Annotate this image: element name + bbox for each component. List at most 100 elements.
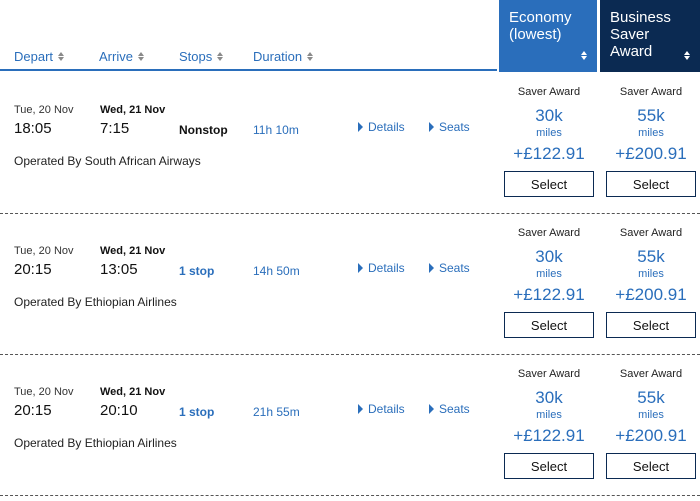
price-value: +£122.91: [513, 285, 585, 304]
depart-time: 20:15: [14, 261, 52, 278]
arrive-date: Wed, 21 Nov: [100, 104, 166, 116]
seats-label: Seats: [439, 402, 470, 416]
duration-value[interactable]: 14h 50m: [253, 264, 300, 278]
arrive-date: Wed, 21 Nov: [100, 386, 166, 398]
economy-fare-cell: Saver Award 30k miles +£122.91 Select: [499, 355, 599, 496]
operated-by: Operated By Ethiopian Airlines: [14, 436, 177, 450]
header-divider: [0, 69, 497, 71]
details-label: Details: [368, 402, 405, 416]
economy-fare-cell: Saver Award 30k miles +£122.91 Select: [499, 73, 599, 214]
miles-value: 30k: [535, 106, 563, 125]
miles-label: miles: [638, 268, 664, 280]
price-value: +£200.91: [615, 285, 687, 304]
select-business-button[interactable]: Select: [606, 171, 696, 197]
arrive-label: Arrive: [99, 49, 133, 64]
triangle-right-icon: [429, 404, 434, 414]
flight-row: Tue, 20 Nov 18:05 Wed, 21 Nov 7:15 Nonst…: [0, 73, 700, 214]
triangle-right-icon: [358, 122, 363, 132]
price-value: +£122.91: [513, 144, 585, 163]
miles-label: miles: [536, 127, 562, 139]
business-title-line3: Award: [610, 43, 653, 60]
depart-date: Tue, 20 Nov: [14, 386, 74, 398]
miles-label: miles: [638, 127, 664, 139]
triangle-right-icon: [358, 263, 363, 273]
stops-value[interactable]: 1 stop: [179, 405, 215, 419]
select-economy-button[interactable]: Select: [504, 171, 594, 197]
miles-label: miles: [638, 409, 664, 421]
seats-label: Seats: [439, 261, 470, 275]
award-label: Saver Award: [517, 368, 581, 380]
seats-link[interactable]: Seats: [429, 261, 470, 275]
sort-arrive[interactable]: Arrive: [99, 49, 144, 64]
sort-arrows-icon: [307, 52, 314, 61]
flight-row: Tue, 20 Nov 20:15 Wed, 21 Nov 20:10 1 st…: [0, 355, 700, 496]
economy-title: Economy: [509, 9, 572, 26]
duration-label: Duration: [253, 49, 303, 64]
triangle-right-icon: [358, 404, 363, 414]
economy-subtitle: (lowest): [509, 26, 562, 43]
depart-date: Tue, 20 Nov: [14, 245, 74, 257]
details-label: Details: [368, 120, 405, 134]
sort-arrows-icon: [217, 52, 224, 61]
seats-link[interactable]: Seats: [429, 402, 470, 416]
arrive-time: 20:10: [100, 402, 138, 419]
arrive-time: 13:05: [100, 261, 138, 278]
business-fare-cell: Saver Award 55k miles +£200.91 Select: [601, 355, 700, 496]
depart-date: Tue, 20 Nov: [14, 104, 74, 116]
details-link[interactable]: Details: [358, 402, 405, 416]
operated-by: Operated By South African Airways: [14, 154, 201, 168]
miles-value: 30k: [535, 388, 563, 407]
details-link[interactable]: Details: [358, 120, 405, 134]
details-label: Details: [368, 261, 405, 275]
stops-label: Stops: [179, 49, 213, 64]
duration-value[interactable]: 21h 55m: [253, 405, 300, 419]
results-header: Depart Arrive Stops Duration Economy (lo…: [0, 0, 700, 72]
arrive-time: 7:15: [100, 120, 130, 137]
miles-label: miles: [536, 409, 562, 421]
miles-value: 55k: [637, 247, 665, 266]
row-divider: [0, 213, 700, 214]
business-title-line2: Saver: [610, 26, 650, 43]
price-value: +£122.91: [513, 426, 585, 445]
depart-time: 20:15: [14, 402, 52, 419]
business-fare-cell: Saver Award 55k miles +£200.91 Select: [601, 214, 700, 355]
depart-time: 18:05: [14, 120, 52, 137]
miles-label: miles: [536, 268, 562, 280]
triangle-right-icon: [429, 122, 434, 132]
economy-fare-cell: Saver Award 30k miles +£122.91 Select: [499, 214, 599, 355]
business-title: Business: [610, 9, 671, 26]
details-link[interactable]: Details: [358, 261, 405, 275]
duration-value[interactable]: 11h 10m: [253, 123, 299, 137]
flight-row: Tue, 20 Nov 20:15 Wed, 21 Nov 13:05 1 st…: [0, 214, 700, 355]
sort-stops[interactable]: Stops: [179, 49, 224, 64]
triangle-right-icon: [429, 263, 434, 273]
select-business-button[interactable]: Select: [606, 312, 696, 338]
business-fare-cell: Saver Award 55k miles +£200.91 Select: [601, 73, 700, 214]
stops-value: Nonstop: [179, 123, 228, 137]
award-label: Saver Award: [619, 86, 683, 98]
sort-depart[interactable]: Depart: [14, 49, 65, 64]
award-label: Saver Award: [517, 86, 581, 98]
select-business-button[interactable]: Select: [606, 453, 696, 479]
sort-duration[interactable]: Duration: [253, 49, 314, 64]
sort-arrows-icon: [684, 51, 690, 60]
stops-value[interactable]: 1 stop: [179, 264, 215, 278]
operated-by: Operated By Ethiopian Airlines: [14, 295, 177, 309]
business-fare-column[interactable]: Business Saver Award: [600, 0, 700, 72]
row-divider: [0, 495, 700, 496]
depart-label: Depart: [14, 49, 54, 64]
arrive-date: Wed, 21 Nov: [100, 245, 166, 257]
economy-fare-column[interactable]: Economy (lowest): [499, 0, 597, 72]
price-value: +£200.91: [615, 426, 687, 445]
seats-label: Seats: [439, 120, 470, 134]
seats-link[interactable]: Seats: [429, 120, 470, 134]
select-economy-button[interactable]: Select: [504, 453, 594, 479]
row-divider: [0, 354, 700, 355]
sort-arrows-icon: [58, 52, 65, 61]
award-label: Saver Award: [619, 227, 683, 239]
miles-value: 55k: [637, 106, 665, 125]
miles-value: 30k: [535, 247, 563, 266]
price-value: +£200.91: [615, 144, 687, 163]
select-economy-button[interactable]: Select: [504, 312, 594, 338]
award-label: Saver Award: [517, 227, 581, 239]
